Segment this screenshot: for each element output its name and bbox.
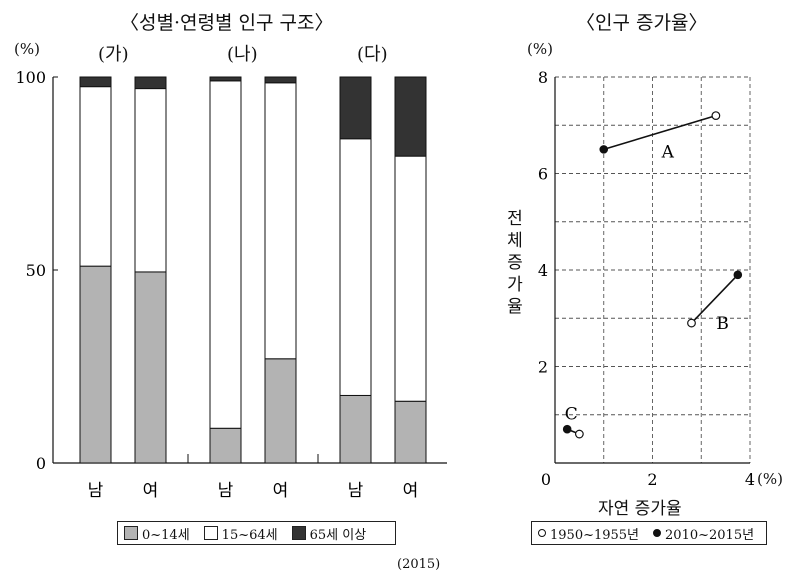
legend-item-65-plus: 65세 이상 (291, 524, 367, 543)
bar-segment-65-plus (79, 76, 112, 88)
year-note: (2015) (397, 557, 441, 572)
point-2010-a (599, 145, 609, 154)
left-y-unit: (%) (14, 40, 40, 58)
bar-segment-0-14 (264, 358, 297, 464)
left-legend: 0~14세 15~64세 65세 이상 (117, 521, 396, 545)
open-circle-icon (538, 529, 546, 537)
bar-segment-15-64 (79, 86, 112, 267)
legend-swatch-65-plus (291, 526, 306, 540)
bar-segment-65-plus (394, 76, 427, 157)
right-y-tick-label: 2 (538, 358, 548, 377)
point-label-b: B (716, 314, 729, 334)
left-y-tick-label: 0 (36, 454, 46, 473)
legend-swatch-15-64 (203, 526, 218, 540)
point-label-a: A (661, 142, 675, 162)
right-y-axis-label: 전체 증가율 (507, 209, 523, 317)
right-y-tick-label: 4 (538, 261, 548, 280)
right-y-unit: (%) (527, 40, 553, 58)
bar-segment-0-14 (394, 400, 427, 464)
point-1950-a (711, 111, 721, 120)
left-y-tick-label: 100 (15, 68, 46, 87)
right-y-tick-label: 8 (538, 68, 548, 87)
bar-segment-15-64 (339, 138, 372, 396)
point-label-c: C (565, 405, 578, 425)
point-2010-c (562, 424, 572, 434)
bar-segment-15-64 (264, 82, 297, 360)
bar-segment-15-64 (209, 80, 242, 429)
x-category-label: 남 (218, 481, 234, 501)
right-x-tick-label: 4 (745, 470, 755, 489)
legend-item-1950: 1950~1955년 (538, 524, 639, 543)
point-2010-b (733, 270, 743, 280)
legend-item-15-64: 15~64세 (203, 524, 278, 543)
legend-item-2010: 2010~2015년 (653, 524, 754, 543)
right-x-tick-label: 0 (541, 470, 551, 489)
right-x-tick-label: 2 (647, 470, 657, 489)
right-scatter-chart: 2 4 6 8 0 2 4 A B C (538, 68, 755, 489)
bar-segment-65-plus (134, 76, 167, 90)
x-category-label: 여 (143, 481, 159, 501)
bar-segment-15-64 (394, 155, 427, 402)
bar-segment-0-14 (339, 394, 372, 464)
legend-label-2010: 2010~2015년 (665, 527, 755, 543)
right-x-axis-label: 자연 증가율 (598, 499, 682, 519)
x-category-label: 남 (88, 481, 104, 501)
right-x-unit: (%) (757, 470, 783, 488)
right-legend: 1950~1955년 2010~2015년 (531, 521, 767, 545)
trajectory-line-a (603, 114, 717, 151)
bar-segment-15-64 (134, 88, 167, 273)
left-y-tick-label: 50 (26, 261, 46, 280)
legend-label-0-14: 0~14세 (142, 527, 190, 543)
group-label-da: (다) (357, 44, 388, 65)
x-category-label: 여 (273, 481, 289, 501)
x-category-label: 남 (348, 481, 364, 501)
legend-label-65-plus: 65세 이상 (309, 527, 367, 543)
bar-segment-65-plus (209, 76, 242, 82)
legend-item-0-14: 0~14세 (124, 524, 190, 543)
right-y-tick-label: 6 (538, 165, 548, 184)
trajectory-line-b (690, 274, 739, 324)
right-chart-title: 〈인구 증가율〉 (576, 12, 708, 34)
legend-label-1950: 1950~1955년 (550, 527, 640, 543)
left-bar-chart: 0 50 100 남 여 남 여 남 여 (15, 68, 447, 501)
point-1950-b (687, 318, 696, 328)
group-label-ga: (가) (98, 44, 129, 65)
left-chart-title: 〈성별·연령별 인구 구조〉 (120, 12, 334, 34)
bar-segment-65-plus (264, 76, 297, 84)
filled-circle-icon (653, 529, 662, 537)
legend-swatch-0-14 (124, 526, 138, 540)
legend-label-15-64: 15~64세 (221, 527, 278, 543)
group-label-na: (나) (227, 44, 258, 65)
bar-segment-0-14 (134, 271, 167, 464)
bar-segment-65-plus (339, 76, 372, 140)
x-category-label: 여 (403, 481, 419, 501)
point-1950-c (574, 429, 584, 439)
